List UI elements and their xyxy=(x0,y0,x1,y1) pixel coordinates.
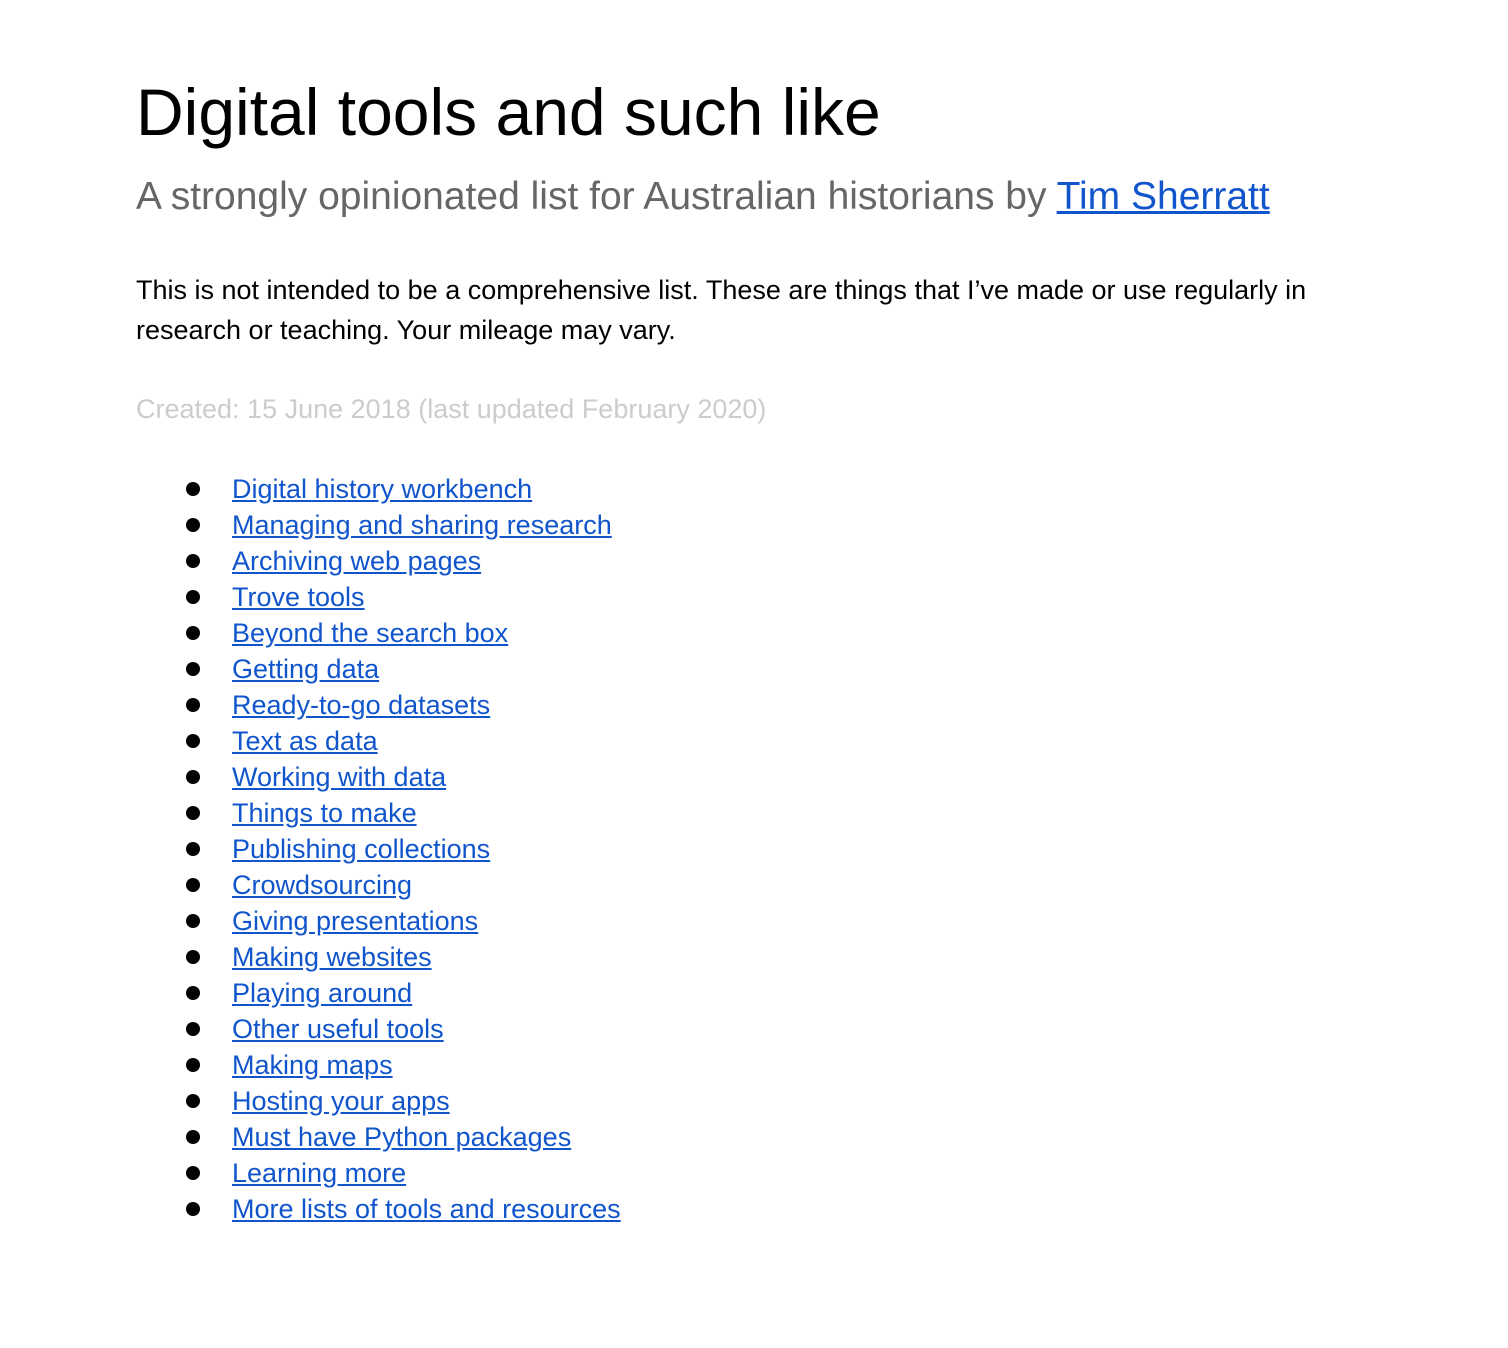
list-item: More lists of tools and resources xyxy=(136,1191,621,1227)
bullet-icon xyxy=(186,1202,200,1216)
bullet-icon xyxy=(186,698,200,712)
bullet-icon xyxy=(186,1166,200,1180)
page-title: Digital tools and such like xyxy=(136,75,881,149)
toc-link[interactable]: Must have Python packages xyxy=(232,1122,572,1152)
author-link[interactable]: Tim Sherratt xyxy=(1056,175,1270,218)
bullet-icon xyxy=(186,482,200,496)
list-item: Other useful tools xyxy=(136,1011,621,1047)
bullet-icon xyxy=(186,842,200,856)
bullet-icon xyxy=(186,1022,200,1036)
toc-link[interactable]: Making websites xyxy=(232,942,432,972)
toc-link[interactable]: Beyond the search box xyxy=(232,618,509,648)
bullet-icon xyxy=(186,734,200,748)
bullet-icon xyxy=(186,1058,200,1072)
toc-link[interactable]: Learning more xyxy=(232,1158,407,1188)
bullet-icon xyxy=(186,914,200,928)
toc-link[interactable]: Crowdsourcing xyxy=(232,870,413,900)
bullet-icon xyxy=(186,662,200,676)
toc-link[interactable]: Publishing collections xyxy=(232,834,491,864)
toc-link[interactable]: Hosting your apps xyxy=(232,1086,450,1116)
bullet-icon xyxy=(186,518,200,532)
toc-link[interactable]: Playing around xyxy=(232,978,413,1008)
list-item: Working with data xyxy=(136,759,621,795)
list-item: Crowdsourcing xyxy=(136,867,621,903)
list-item: Hosting your apps xyxy=(136,1083,621,1119)
toc-link[interactable]: Ready-to-go datasets xyxy=(232,690,491,720)
list-item: Publishing collections xyxy=(136,831,621,867)
bullet-icon xyxy=(186,986,200,1000)
list-item: Making websites xyxy=(136,939,621,975)
toc-link[interactable]: Making maps xyxy=(232,1050,393,1080)
bullet-icon xyxy=(186,626,200,640)
list-item: Archiving web pages xyxy=(136,543,621,579)
toc-link[interactable]: Text as data xyxy=(232,726,378,756)
toc-link[interactable]: More lists of tools and resources xyxy=(232,1194,621,1224)
bullet-icon xyxy=(186,590,200,604)
list-item: Trove tools xyxy=(136,579,621,615)
toc-link[interactable]: Things to make xyxy=(232,798,417,828)
created-date: Created: 15 June 2018 (last updated Febr… xyxy=(136,394,767,424)
list-item: Ready-to-go datasets xyxy=(136,687,621,723)
toc-link[interactable]: Giving presentations xyxy=(232,906,479,936)
list-item: Managing and sharing research xyxy=(136,507,621,543)
list-item: Playing around xyxy=(136,975,621,1011)
list-item: Must have Python packages xyxy=(136,1119,621,1155)
subtitle-text: A strongly opinionated list for Australi… xyxy=(136,175,1057,218)
bullet-icon xyxy=(186,950,200,964)
table-of-contents: Digital history workbench Managing and s… xyxy=(136,471,621,1227)
bullet-icon xyxy=(186,770,200,784)
list-item: Learning more xyxy=(136,1155,621,1191)
bullet-icon xyxy=(186,1094,200,1108)
toc-link[interactable]: Getting data xyxy=(232,654,380,684)
toc-link[interactable]: Archiving web pages xyxy=(232,546,482,576)
list-item: Getting data xyxy=(136,651,621,687)
list-item: Digital history workbench xyxy=(136,471,621,507)
list-item: Beyond the search box xyxy=(136,615,621,651)
toc-link[interactable]: Managing and sharing research xyxy=(232,510,612,540)
list-item: Things to make xyxy=(136,795,621,831)
toc-link[interactable]: Other useful tools xyxy=(232,1014,444,1044)
toc-link[interactable]: Working with data xyxy=(232,762,447,792)
bullet-icon xyxy=(186,806,200,820)
page-subtitle: A strongly opinionated list for Australi… xyxy=(136,174,1270,220)
list-item: Making maps xyxy=(136,1047,621,1083)
toc-link[interactable]: Trove tools xyxy=(232,582,365,612)
bullet-icon xyxy=(186,554,200,568)
bullet-icon xyxy=(186,1130,200,1144)
intro-paragraph: This is not intended to be a comprehensi… xyxy=(136,275,1307,345)
list-item: Giving presentations xyxy=(136,903,621,939)
toc-link[interactable]: Digital history workbench xyxy=(232,474,533,504)
list-item: Text as data xyxy=(136,723,621,759)
bullet-icon xyxy=(186,878,200,892)
